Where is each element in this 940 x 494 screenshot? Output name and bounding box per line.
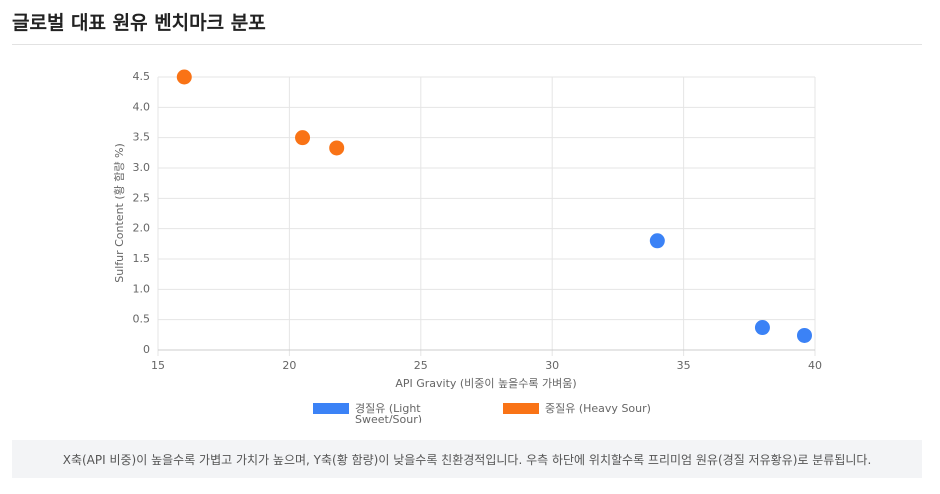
divider [12,44,922,45]
title: 글로벌 대표 원유 벤치마크 분포 [12,12,266,34]
x-tick-label: 40 [808,359,822,372]
legend-label: 경질유 (Light Sweet/Sour) [355,403,423,423]
x-tick-label: 15 [151,359,165,372]
x-tick-label: 35 [677,359,691,372]
y-axis-label: Sulfur Content (황 함량 %) [113,143,126,283]
y-tick-label: 2.5 [133,191,151,204]
legend-swatch [503,403,539,414]
y-tick-label: 0.5 [133,313,151,326]
legend-label: 중질유 (Heavy Sour) [545,403,651,415]
point [754,320,770,336]
point [329,140,345,156]
legend: 경질유 (Light Sweet/Sour) 중질유 (Heavy Sour) [313,403,663,423]
y-tick-label: 4.5 [133,70,151,83]
y-tick-label: 2.0 [133,222,151,235]
y-tick-label: 1.5 [133,252,151,265]
x-tick-label: 25 [414,359,428,372]
point [649,233,665,249]
point [295,130,311,146]
y-tick-label: 4.0 [133,100,151,113]
legend-item: 중질유 (Heavy Sour) [503,403,663,423]
legend-swatch [313,403,349,414]
x-tick-label: 20 [282,359,296,372]
y-tick-label: 1.0 [133,282,151,295]
point [796,327,812,343]
note: X축(API 비중)이 높을수록 가볍고 가치가 높으며, Y축(황 함량)이 … [12,440,922,478]
x-tick-label: 30 [545,359,559,372]
point [176,69,192,85]
y-tick-label: 0 [143,343,150,356]
x-axis-label: API Gravity (비중이 높을수록 가벼움) [395,377,576,390]
legend-item: 경질유 (Light Sweet/Sour) [313,403,473,423]
y-tick-label: 3.0 [133,161,151,174]
y-tick-label: 3.5 [133,131,151,144]
